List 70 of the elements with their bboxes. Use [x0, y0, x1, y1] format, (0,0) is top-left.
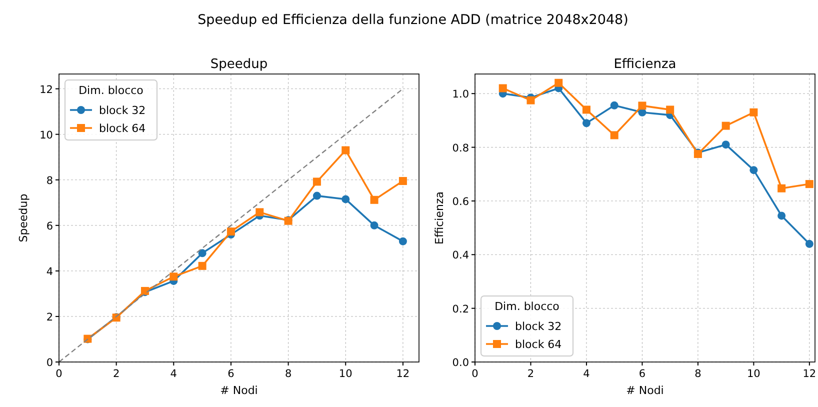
- point: [312, 192, 321, 200]
- legend-title: Dim. blocco: [78, 84, 144, 97]
- y-tick-label: 0.2: [452, 303, 469, 316]
- y-tick-label: 12: [40, 84, 53, 96]
- x-tick-label: 8: [694, 368, 702, 380]
- point: [778, 184, 786, 192]
- point: [226, 228, 235, 236]
- x-tick-label: 12: [802, 368, 816, 380]
- legend-label: block 64: [99, 122, 146, 135]
- point: [198, 262, 206, 270]
- x-tick-label: 4: [583, 368, 590, 380]
- point: [638, 102, 646, 110]
- point: [554, 78, 563, 87]
- x-axis-title: # Nodi: [220, 384, 258, 397]
- point: [582, 106, 590, 114]
- point: [370, 196, 378, 204]
- point: [398, 237, 407, 246]
- y-tick-label: 0.6: [452, 196, 470, 208]
- chart-title: Speedup: [210, 57, 268, 72]
- y-tick-label: 2: [46, 311, 53, 324]
- point: [398, 177, 407, 186]
- x-tick-label: 6: [228, 368, 235, 380]
- y-tick-label: 0.0: [452, 357, 469, 369]
- point: [342, 146, 350, 154]
- point: [722, 122, 730, 130]
- y-axis-title: Efficienza: [433, 192, 446, 244]
- y-tick-label: 4: [46, 266, 54, 278]
- x-tick-label: 4: [170, 368, 178, 380]
- x-tick-label: 12: [396, 368, 410, 380]
- x-tick-label: 2: [527, 368, 534, 380]
- legend-title: Dim. blocco: [494, 300, 560, 313]
- y-tick-label: 8: [46, 174, 53, 187]
- point: [170, 272, 178, 281]
- point: [750, 108, 758, 116]
- x-tick-label: 8: [284, 368, 292, 380]
- y-tick-label: 0.4: [452, 250, 470, 262]
- chart-title: Efficienza: [614, 57, 676, 72]
- x-axis-title: # Nodi: [626, 384, 664, 397]
- point: [498, 84, 507, 92]
- x-tick-label: 10: [338, 368, 352, 380]
- y-tick-label: 10: [40, 129, 53, 142]
- point: [750, 166, 758, 174]
- point: [805, 240, 814, 248]
- legend-label: block 32: [515, 320, 562, 333]
- point: [198, 249, 206, 258]
- text: Speedup ed Efficienza della funzione ADD (matrice 2048x2048): [198, 12, 628, 28]
- x-tick-label: 2: [112, 368, 120, 380]
- x-tick-label: 0: [56, 368, 62, 380]
- y-axis-title: Speedup: [17, 194, 30, 242]
- point: [370, 221, 378, 230]
- legend-label: block 32: [99, 104, 146, 117]
- y-tick-label: 1.0: [452, 88, 469, 101]
- point: [610, 131, 618, 140]
- x-tick-label: 10: [747, 368, 760, 380]
- y-tick-label: 0.8: [452, 142, 469, 154]
- point: [526, 96, 535, 104]
- x-tick-label: 6: [638, 368, 646, 380]
- point: [312, 178, 321, 186]
- y-tick-label: 0: [46, 357, 53, 369]
- point: [778, 212, 786, 220]
- point: [610, 101, 618, 110]
- y-tick-label: 6: [46, 220, 54, 232]
- x-tick-label: 0: [472, 368, 478, 380]
- point: [342, 195, 350, 204]
- point: [256, 208, 264, 216]
- point: [722, 140, 730, 149]
- point: [666, 106, 674, 114]
- point: [582, 119, 590, 128]
- legend-label: block 64: [515, 338, 562, 351]
- point: [805, 180, 814, 188]
